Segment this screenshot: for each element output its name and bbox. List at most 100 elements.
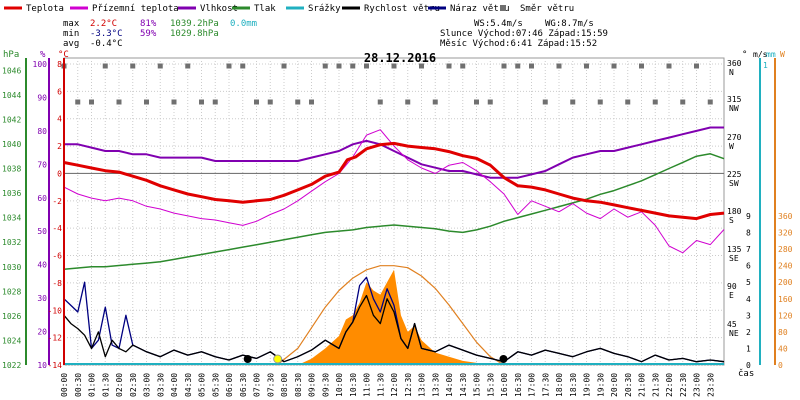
percent-tick-label: 20 — [37, 328, 47, 337]
ms-tick-label: 4 — [746, 295, 751, 304]
wm2-tick-label: 160 — [778, 295, 793, 304]
hpa-tick-label: 1046 — [2, 66, 21, 75]
pressure-line — [63, 153, 725, 270]
x-tick-label: 06:00 — [225, 373, 234, 397]
stats-max-hum: 81% — [140, 19, 157, 29]
wind-dir-point — [707, 99, 713, 105]
hpa-tick-label: 1044 — [2, 91, 21, 100]
percent-tick-label: 50 — [37, 227, 47, 236]
x-tick-label: 07:30 — [266, 373, 275, 397]
wind-dir-point — [597, 99, 603, 105]
solar-area — [297, 269, 491, 365]
stats-min-hum: 59% — [140, 29, 157, 39]
ground-temp-line — [63, 129, 725, 254]
wind-dir-point — [377, 99, 383, 105]
legend-label: Přízemní teplota — [92, 4, 179, 14]
wind-dir-point — [89, 99, 94, 105]
celsius-tick-label: -8 — [52, 279, 62, 288]
theoretical-radiation-line — [276, 265, 505, 366]
celsius-tick-label: -14 — [48, 361, 63, 370]
wind-dir-point — [171, 99, 177, 105]
wind-dir-tick-label: SE — [729, 254, 739, 263]
wm2-tick-label: 240 — [778, 262, 793, 271]
mm-axis-label: mm — [766, 50, 776, 59]
x-tick-label: 11:30 — [376, 373, 385, 397]
percent-tick-label: 60 — [37, 194, 47, 203]
x-tick-label: 09:00 — [308, 373, 317, 397]
x-tick-label: 07:00 — [253, 373, 262, 397]
x-tick-label: 00:00 — [60, 373, 69, 397]
celsius-tick-label: -10 — [48, 306, 63, 315]
x-tick-label: 01:30 — [101, 373, 110, 397]
wind-dir-point — [157, 63, 163, 69]
x-tick-label: 20:00 — [610, 373, 619, 397]
x-tick-label: 22:30 — [679, 373, 688, 397]
wind-dir-point — [460, 63, 466, 69]
hpa-tick-label: 1036 — [2, 189, 21, 198]
x-tick-label: 08:00 — [280, 373, 289, 397]
celsius-tick-label: 2 — [57, 142, 62, 151]
hpa-tick-label: 1038 — [2, 165, 21, 174]
wind-dir-tick-label: 135 — [727, 245, 742, 254]
wind-dir-point — [391, 63, 397, 69]
hpa-tick-label: 1022 — [2, 361, 21, 370]
x-tick-label: 03:00 — [143, 373, 152, 397]
x-tick-label: 14:30 — [459, 373, 468, 397]
x-axis-label: čas — [738, 368, 754, 379]
x-tick-label: 15:00 — [473, 373, 482, 397]
wind-dir-point — [185, 63, 191, 69]
wm2-tick-label: 120 — [778, 311, 793, 320]
wind-dir-point — [144, 99, 149, 105]
percent-tick-label: 100 — [33, 60, 48, 69]
wind-dir-tick-label: 360 — [727, 59, 742, 68]
x-tick-label: 12:00 — [390, 373, 399, 397]
wind-speed-line — [63, 294, 725, 363]
x-tick-label: 13:00 — [418, 373, 427, 397]
x-tick-label: 17:30 — [541, 373, 550, 397]
series-marks — [61, 63, 725, 366]
wind-dir-point — [212, 99, 218, 105]
wind-dir-point — [542, 99, 548, 105]
stats-min-temp: -3.3°C — [90, 29, 123, 39]
wind-dir-point — [584, 63, 589, 69]
wm2-tick-label: 360 — [778, 212, 793, 221]
hpa-tick-label: 1042 — [2, 115, 21, 124]
x-tick-label: 09:30 — [321, 373, 330, 397]
x-tick-label: 00:30 — [74, 373, 83, 397]
celsius-tick-label: -12 — [48, 334, 63, 343]
percent-tick-label: 30 — [37, 294, 47, 303]
wm2-tick-label: 320 — [778, 229, 793, 238]
chart-title: 28.12.2016 — [364, 51, 436, 65]
wind-dir-point — [556, 63, 562, 69]
ms-tick-label: 3 — [746, 311, 751, 320]
legend-label: Srážky — [308, 4, 341, 14]
ms-tick-label: 0 — [746, 361, 751, 370]
hpa-tick-label: 1026 — [2, 312, 21, 321]
stats-max-press: 1039.2hPa — [170, 19, 219, 29]
wind-dir-tick-label: NE — [729, 329, 739, 338]
ms-tick-label: 8 — [746, 229, 751, 238]
x-tick-label: 01:00 — [88, 373, 97, 397]
wm2-axis-label: W — [780, 50, 785, 59]
wind-dir-point — [474, 99, 479, 105]
legend-label: Rychlost větru — [364, 4, 440, 14]
x-tick-label: 04:00 — [170, 373, 179, 397]
wind-dir-point — [322, 63, 328, 69]
wind-dir-tick-label: NW — [729, 104, 739, 113]
hpa-axis-label: hPa — [3, 50, 19, 60]
mm-tick-label: 1 — [763, 61, 768, 70]
legend-marker — [500, 5, 506, 11]
wind-dir-tick-label: N — [729, 68, 734, 77]
x-tick-label: 05:30 — [211, 373, 220, 397]
x-tick-label: 21:30 — [651, 373, 660, 397]
wind-dir-tick-label: 90 — [727, 282, 737, 291]
stats-min-label: min — [63, 29, 79, 39]
wind-dir-tick-label: 270 — [727, 133, 742, 142]
x-tick-label: 06:30 — [239, 373, 248, 397]
ms-tick-label: 5 — [746, 278, 751, 287]
hpa-tick-label: 1028 — [2, 287, 21, 296]
moonrise-marker — [243, 355, 252, 363]
wind-dir-point — [432, 99, 438, 105]
wind-dir-point — [680, 99, 686, 105]
ms-tick-label: 9 — [746, 212, 751, 221]
